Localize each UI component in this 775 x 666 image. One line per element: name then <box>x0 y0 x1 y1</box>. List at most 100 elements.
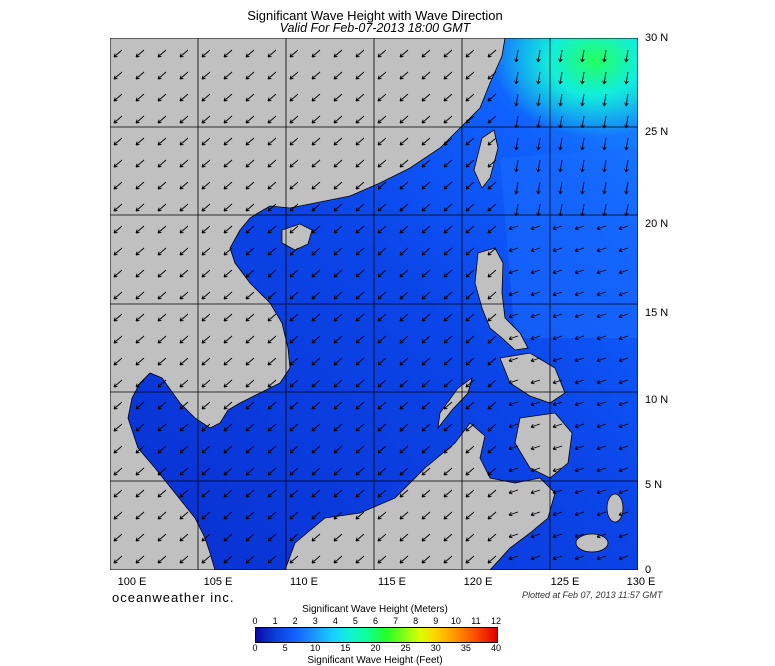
direction-arrow <box>201 137 211 146</box>
direction-arrow <box>487 203 497 212</box>
direction-arrow <box>552 467 563 473</box>
direction-arrow <box>113 71 123 80</box>
direction-arrow <box>618 247 629 253</box>
legend-tick: 5 <box>282 643 288 653</box>
direction-arrow <box>465 401 475 410</box>
land-mindanao <box>514 412 573 479</box>
direction-arrow <box>333 467 343 476</box>
direction-arrow <box>465 445 475 454</box>
land-luzon <box>474 247 529 351</box>
direction-arrow <box>624 49 629 63</box>
direction-arrow <box>135 357 145 366</box>
legend-tick: 20 <box>370 643 381 653</box>
direction-arrow <box>443 401 453 410</box>
direction-arrow <box>245 159 255 168</box>
direction-arrow <box>574 291 585 297</box>
direction-arrow <box>618 489 629 495</box>
direction-arrow <box>113 137 123 146</box>
direction-arrow <box>618 555 629 561</box>
direction-arrow <box>113 247 123 256</box>
direction-arrow <box>267 115 277 124</box>
direction-arrow <box>377 511 387 520</box>
legend-colorbar <box>255 627 498 643</box>
direction-arrow <box>580 159 585 173</box>
direction-arrow <box>421 379 431 388</box>
legend-tick: 25 <box>400 643 411 653</box>
direction-arrow <box>135 203 145 212</box>
direction-arrow <box>179 93 189 102</box>
direction-arrow <box>113 181 123 190</box>
direction-arrow <box>514 115 519 129</box>
direction-arrow <box>421 181 431 190</box>
direction-arrow <box>333 247 343 256</box>
direction-arrow <box>618 313 629 319</box>
direction-arrow <box>157 379 167 388</box>
direction-arrow <box>223 247 233 256</box>
direction-arrow <box>223 335 233 344</box>
direction-arrow <box>333 137 343 146</box>
direction-arrow <box>465 511 475 520</box>
direction-arrow <box>536 203 541 217</box>
direction-arrow <box>157 269 167 278</box>
direction-arrow <box>421 313 431 322</box>
direction-arrow <box>267 159 277 168</box>
direction-arrow <box>289 203 299 212</box>
direction-arrow <box>421 401 431 410</box>
direction-arrow <box>289 357 299 366</box>
direction-arrow <box>179 49 189 58</box>
direction-arrow <box>399 93 409 102</box>
direction-arrow <box>311 555 321 564</box>
direction-arrow <box>355 49 365 58</box>
direction-arrow <box>465 247 475 256</box>
direction-arrow <box>355 511 365 520</box>
direction-arrow <box>508 555 519 561</box>
direction-arrow <box>157 247 167 256</box>
direction-arrow <box>536 49 541 63</box>
direction-arrow <box>618 225 629 231</box>
direction-arrow <box>179 489 189 498</box>
direction-arrow <box>245 533 255 542</box>
direction-arrow <box>201 203 211 212</box>
direction-arrow <box>223 159 233 168</box>
direction-arrow <box>333 181 343 190</box>
direction-arrow <box>355 247 365 256</box>
direction-arrow <box>443 225 453 234</box>
direction-arrow <box>289 533 299 542</box>
legend-meters-title: Significant Wave Height (Meters) <box>302 604 448 615</box>
direction-arrow <box>552 555 563 561</box>
direction-arrow <box>465 335 475 344</box>
direction-arrow <box>355 357 365 366</box>
direction-arrow <box>311 181 321 190</box>
direction-arrow <box>267 357 277 366</box>
direction-arrow <box>596 401 607 407</box>
direction-arrow <box>618 379 629 385</box>
direction-arrow <box>399 489 409 498</box>
direction-arrow <box>530 533 541 539</box>
direction-arrow <box>201 71 211 80</box>
direction-arrow <box>245 93 255 102</box>
direction-arrow <box>113 115 123 124</box>
direction-arrow <box>377 203 387 212</box>
legend-feet-title: Significant Wave Height (Feet) <box>307 655 443 666</box>
direction-arrow <box>333 511 343 520</box>
direction-arrow <box>596 467 607 473</box>
direction-arrow <box>487 159 497 168</box>
legend-tick: 0 <box>252 643 258 653</box>
direction-arrow <box>596 555 607 561</box>
direction-arrow <box>333 115 343 124</box>
direction-arrow <box>311 467 321 476</box>
legend-tick: 1 <box>272 616 278 626</box>
direction-arrow <box>536 159 541 173</box>
legend-tick: 10 <box>310 643 321 653</box>
direction-arrow <box>289 71 299 80</box>
direction-arrow <box>399 115 409 124</box>
lon-label: 120 E <box>463 576 493 588</box>
direction-arrow <box>574 225 585 231</box>
direction-arrow <box>574 269 585 275</box>
direction-arrow <box>530 225 541 231</box>
direction-arrow <box>113 555 123 564</box>
legend-tick: 15 <box>340 643 351 653</box>
land-visayas <box>499 352 566 404</box>
lat-label: 10 N <box>645 394 669 406</box>
direction-arrow <box>618 423 629 429</box>
